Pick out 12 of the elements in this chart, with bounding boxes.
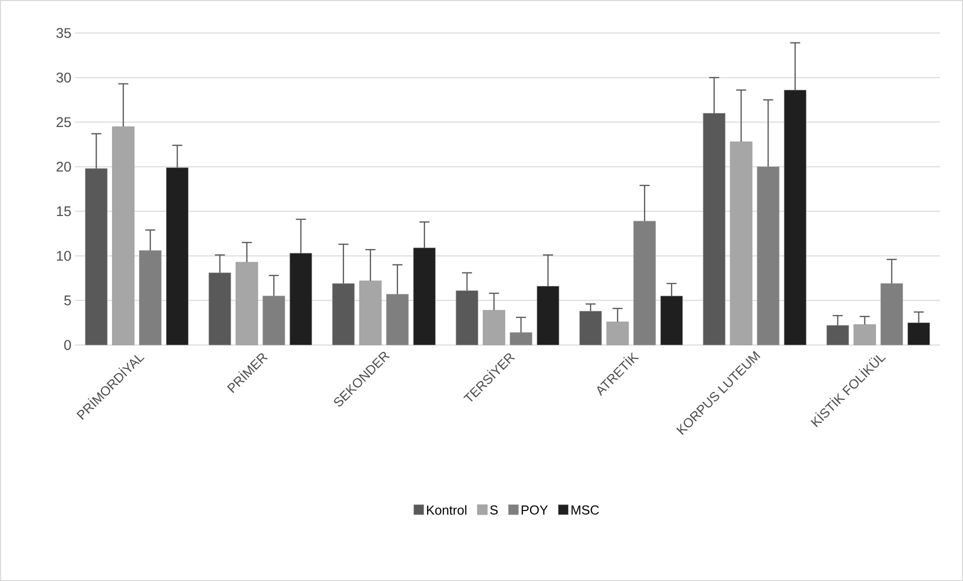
y-tick-label: 35	[56, 28, 71, 38]
y-tick-label: 5	[64, 296, 71, 306]
y-tick-label: 25	[56, 117, 71, 128]
legend-label: MSC	[572, 505, 599, 515]
legend-label: Kontrol	[427, 505, 466, 515]
legend-label: S	[490, 505, 498, 515]
legend-label: POY	[522, 505, 548, 515]
y-tick-label: 30	[56, 72, 71, 83]
y-tick-label: 20	[56, 162, 71, 172]
y-tick-label: 10	[56, 250, 71, 261]
y-tick-label: 0	[64, 340, 71, 350]
y-tick-label: 15	[56, 206, 71, 216]
